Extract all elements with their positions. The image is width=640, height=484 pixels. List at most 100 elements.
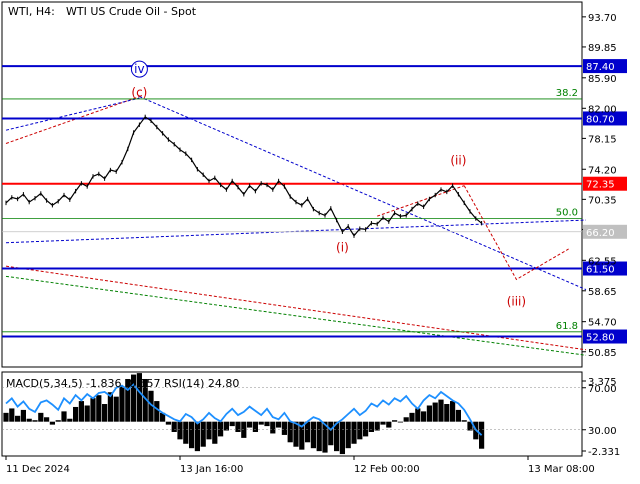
price-tick-label: 50.85 [588, 348, 617, 359]
macd-histogram-bar [194, 421, 200, 452]
support-52-80-tag [583, 329, 627, 344]
price-tick-label: 93.70 [588, 13, 617, 24]
support-61-50-label: 61.50 [586, 265, 615, 276]
macd-histogram-bar [432, 402, 438, 422]
resistance-80-70-tag [583, 111, 627, 126]
macd-histogram-bar [386, 421, 392, 428]
macd-histogram-bar [20, 409, 26, 422]
macd-histogram-bar [73, 406, 79, 422]
macd-histogram-bar [96, 395, 102, 422]
macd-histogram-bar [44, 417, 50, 422]
time-axis: 11 Dec 2024 13 Jan 16:00 12 Feb 00:00 13 Ma… [5, 456, 595, 475]
price-tick-label: 70.35 [588, 195, 617, 206]
macd-histogram-bar [200, 421, 206, 447]
macd-histogram-bar [438, 399, 444, 422]
macd-histogram-bar [61, 411, 67, 422]
wave-label-circle [130, 60, 148, 78]
macd-histogram-bar [276, 421, 282, 428]
macd-histogram-bar [305, 421, 311, 443]
macd-histogram-bar [160, 412, 166, 422]
instrument-name: WTI US Crude Oil - Spot [66, 5, 197, 18]
wave-label: (iii) [507, 294, 526, 308]
wave-iv-trend-line [139, 96, 587, 291]
macd-histogram-bar [467, 421, 473, 431]
price-tick-label: 82.00 [588, 104, 617, 115]
macd-histogram-bar [392, 420, 398, 422]
macd-histogram-bar [3, 412, 9, 422]
macd-histogram-bar [113, 396, 119, 422]
time-tick-label: 13 Jan 16:00 [180, 464, 243, 475]
macd-histogram-bar [293, 421, 299, 447]
price-tick-label: 89.85 [588, 43, 617, 54]
macd-histogram-bar [177, 421, 183, 440]
macd-histogram-bar [363, 421, 369, 437]
macd-histogram-bar [90, 398, 96, 422]
time-tick-label: 11 Dec 2024 [6, 464, 70, 475]
macd-histogram-bar [334, 421, 340, 452]
macd-histogram-bar [107, 392, 113, 422]
fib-label-38.2: 38.2 [556, 88, 578, 99]
resistance-72-35-tag [583, 176, 627, 191]
price-tick-label: 62.55 [588, 256, 617, 267]
macd-histogram-bar [380, 421, 386, 425]
macd-histogram-bar [142, 378, 148, 422]
macd-histogram-bar [270, 421, 276, 434]
macd-histogram-bar [328, 421, 334, 446]
macd-histogram-bar [229, 421, 235, 427]
price-axis: 87.40 80.70 72.35 61.50 52.80 93.70 89.85 85.90… [582, 13, 627, 359]
resistance-87-40-tag [583, 59, 627, 74]
macd-histogram-bar [299, 421, 305, 450]
macd-histogram-bar [154, 401, 160, 422]
price-tick-label: 54.70 [588, 318, 617, 329]
macd-histogram-bar [131, 374, 137, 422]
macd-histogram-bar [409, 412, 415, 422]
support-61-50-tag [583, 261, 627, 276]
indicator-tick-label: -2.331 [588, 447, 620, 458]
macd-histogram-bar [235, 421, 241, 432]
indicator-series [2, 373, 582, 455]
macd-histogram-bar [183, 421, 189, 444]
macd-histogram-bar [264, 421, 270, 427]
wave-label: (ii) [450, 154, 466, 168]
macd-histogram-bar [450, 401, 456, 422]
horizontal-levels: 38.2 50.0 61.8 [2, 65, 582, 338]
macd-histogram-bar [403, 417, 409, 422]
current-price-label: 66.20 [586, 228, 615, 239]
macd-histogram-bar [357, 421, 363, 440]
macd-histogram-bar [461, 420, 467, 422]
macd-histogram-bar [218, 421, 224, 437]
macd-histogram-bar [125, 378, 131, 422]
macd-histogram-bar [148, 390, 154, 422]
macd-histogram-bar [84, 405, 90, 422]
macd-histogram-bar [281, 421, 287, 435]
fib-label-50.0: 50.0 [556, 207, 578, 218]
wave-ii-trend-line [377, 185, 465, 217]
price-tick-label: 58.65 [588, 287, 617, 298]
macd-histogram-bar [189, 421, 195, 449]
support-52-80-label: 52.80 [586, 333, 615, 344]
macd-histogram-bar [339, 421, 345, 455]
wave-label: (i) [336, 240, 349, 254]
macd-histogram-bar [374, 421, 380, 431]
macd-histogram-bar [223, 421, 229, 431]
macd-histogram-bar [165, 421, 171, 425]
wave-c-trend-line [5, 96, 140, 144]
macd-histogram-bar [212, 421, 218, 444]
indicator-tick-label: 3.375 [588, 377, 617, 388]
macd-histogram-bar [455, 409, 461, 422]
blue-trend-line-left [5, 97, 140, 131]
macd-histogram-bar [32, 420, 38, 422]
projected-wave-path [463, 185, 569, 281]
macd-histogram-bar [15, 415, 21, 422]
macd-histogram-bar [67, 418, 73, 422]
macd-histogram-bar [415, 408, 421, 422]
macd-histogram-bar [252, 421, 258, 432]
macd-histogram-bar [310, 421, 316, 449]
price-tick-label: 85.90 [588, 74, 617, 85]
price-tick-label: 74.20 [588, 165, 617, 176]
rsi-line [5, 383, 483, 436]
macd-histogram-bar [247, 421, 253, 428]
